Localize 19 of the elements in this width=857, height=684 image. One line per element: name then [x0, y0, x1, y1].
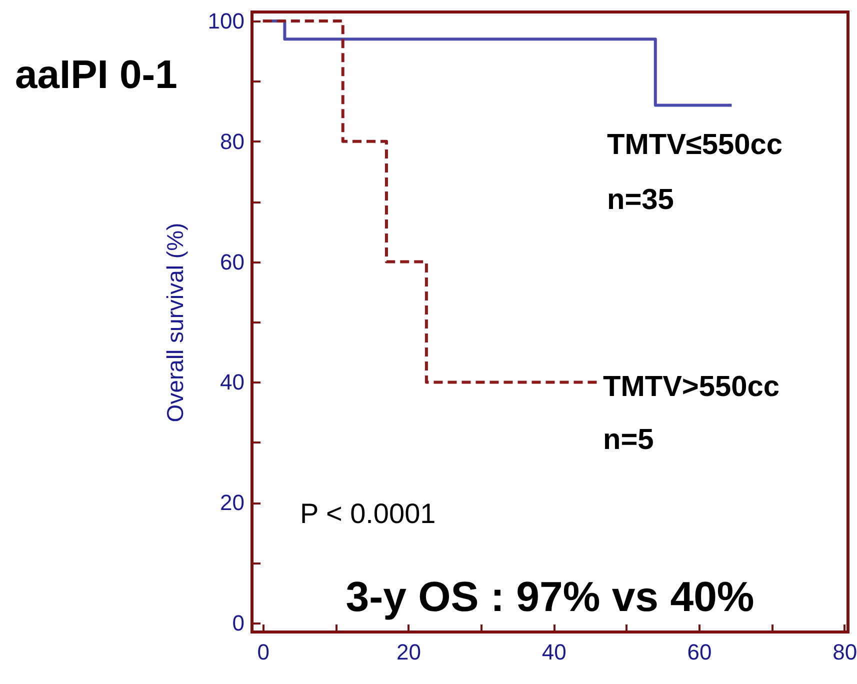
y-tick-label: 0 [232, 610, 244, 636]
annotation: P < 0.0001 [300, 498, 436, 529]
y-tick-label: 40 [220, 370, 244, 395]
text: aaIPI 0-1 [15, 53, 178, 97]
annotation: n=35 [607, 184, 674, 216]
y-axis-title: Overall survival (%) [162, 222, 188, 422]
y-tick-label: 80 [220, 128, 244, 154]
series-label: TMTV>550cc [603, 371, 780, 403]
series-label: TMTV≤550cc [607, 129, 782, 161]
y-tick-label: 60 [220, 249, 244, 274]
y-tick-label: 100 [208, 8, 244, 34]
x-tick-label: 0 [257, 640, 270, 664]
annotation: n=5 [603, 424, 654, 456]
x-tick-label: 40 [542, 640, 566, 664]
x-tick-label: 60 [687, 640, 712, 664]
x-tick-label: 20 [396, 640, 422, 664]
annotation: 3-y OS : 97% vs 40% [346, 573, 754, 620]
x-tick-label: 80 [832, 640, 857, 664]
y-tick-label: 20 [220, 490, 244, 516]
